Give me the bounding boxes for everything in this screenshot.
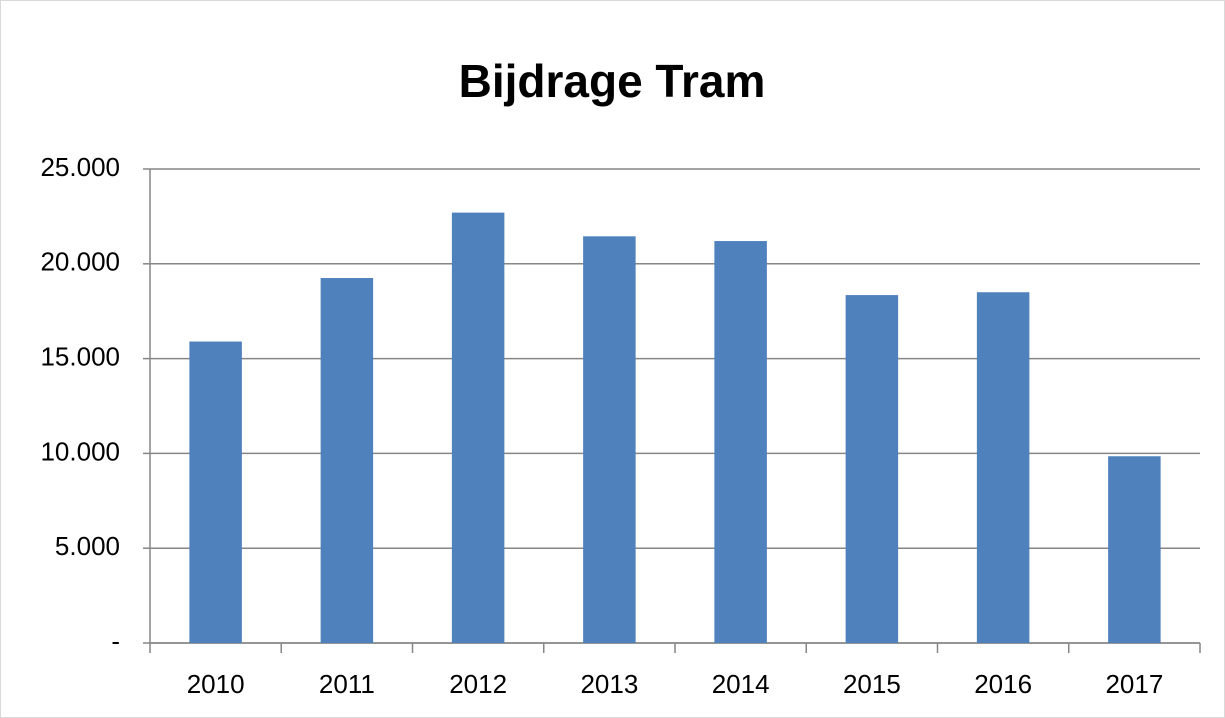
bar xyxy=(845,295,899,643)
bar xyxy=(976,292,1030,643)
chart-title: Bijdrage Tram xyxy=(459,55,766,107)
bar xyxy=(714,241,767,643)
x-tick-label: 2016 xyxy=(974,669,1032,699)
bar xyxy=(320,278,374,643)
bar xyxy=(583,236,636,644)
bar xyxy=(1108,456,1161,643)
x-tick-label: 2010 xyxy=(187,669,245,699)
x-tick-label: 2015 xyxy=(843,669,901,699)
y-tick-label: 20.000 xyxy=(40,247,120,277)
y-tick-label: 10.000 xyxy=(40,436,120,466)
y-tick-label: 5.000 xyxy=(55,531,120,561)
x-tick-label: 2012 xyxy=(449,669,507,699)
x-tick-label: 2014 xyxy=(712,669,770,699)
x-tick-label: 2011 xyxy=(319,669,375,699)
bar xyxy=(451,212,505,643)
y-tick-label: 25.000 xyxy=(40,152,120,182)
y-tick-label: - xyxy=(111,626,120,656)
y-tick-label: 15.000 xyxy=(40,341,120,371)
bar xyxy=(189,341,242,643)
x-tick-label: 2013 xyxy=(580,669,638,699)
x-tick-label: 2017 xyxy=(1105,669,1163,699)
